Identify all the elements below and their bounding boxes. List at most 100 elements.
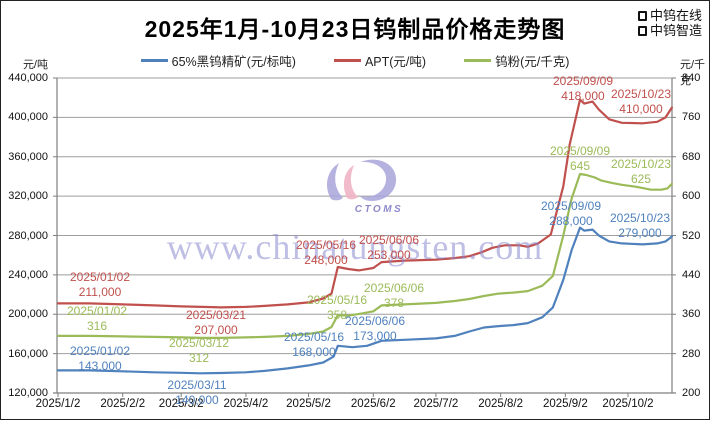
brand-line-2: 中钨智造 (637, 23, 702, 38)
annotation-value: 645 (569, 159, 591, 173)
annotation-value: 173,000 (353, 329, 397, 343)
annotation-value: 312 (188, 351, 210, 365)
right-axis-unit: 元/千克 (680, 59, 706, 87)
left-axis-label: 160,000 (8, 347, 48, 360)
annotation-2025-01-02: 2025/01/02 316 (49, 304, 145, 334)
right-axis-label: 360 (682, 308, 701, 321)
annotation-date: 2025/01/02 (66, 304, 128, 318)
right-axis-label: 840 (682, 72, 701, 84)
annotation-2025-09-09: 2025/09/09 418,000 (535, 74, 631, 104)
x-axis-label: 2025/8/2 (478, 398, 524, 410)
annotation-value: 358 (326, 308, 348, 322)
annotation-2025-06-06: 2025/06/06 173,000 (327, 314, 423, 344)
annotation-value: 168,000 (292, 345, 336, 359)
left-axis-label: 200,000 (8, 308, 48, 321)
x-axis-label: 2025/2/2 (100, 398, 146, 410)
brand-line-1: 中钨在线 (637, 8, 702, 23)
annotation-2025-09-09: 2025/09/09 645 (532, 144, 628, 174)
annotation-date: 2025/06/06 (344, 314, 406, 328)
annotation-2025-10-23: 2025/10/23 410,000 (593, 87, 689, 117)
annotation-2025-03-21: 2025/03/21 207,000 (168, 308, 264, 338)
annotation-value: 140,000 (175, 393, 219, 407)
series-line-tungsten-powder (56, 172, 674, 339)
legend-swatch-red (333, 59, 361, 62)
annotation-2025-10-23: 2025/10/23 279,000 (592, 211, 688, 241)
chart-legend: 65%黑钨精矿(元/标吨) APT(元/吨) 钨粉(元/千克) (0, 51, 710, 70)
x-axis-label: 2025/5/2 (286, 398, 331, 410)
annotation-date: 2025/10/23 (610, 87, 672, 101)
annotation-value: 253,000 (367, 248, 411, 262)
annotation-value: 378 (383, 296, 405, 310)
annotation-value: 211,000 (78, 285, 122, 299)
annotation-date: 2025/01/02 (69, 344, 131, 358)
annotation-date: 2025/10/23 (609, 211, 671, 225)
annotation-date: 2025/09/09 (549, 144, 611, 158)
brand-links: 中钨在线 中钨智造 (637, 8, 702, 38)
annotation-date: 2025/06/06 (363, 281, 425, 295)
legend-item-apt: APT(元/吨) (333, 51, 427, 70)
brand-line-2-label: 中钨智造 (649, 23, 702, 38)
left-axis-label: 240,000 (8, 268, 48, 281)
left-axis-label: 440,000 (8, 72, 48, 84)
annotation-date: 2025/05/16 (295, 238, 357, 252)
brand-logo-icon (637, 25, 647, 36)
annotation-date: 2025/10/23 (610, 157, 672, 171)
annotation-value: 143,000 (78, 359, 122, 373)
x-axis-label: 2025/3/2 (158, 398, 204, 410)
x-axis-label: 2025/9/2 (542, 398, 588, 410)
annotation-value: 316 (86, 319, 108, 333)
left-axis-label: 400,000 (8, 111, 48, 124)
annotation-2025-06-06: 2025/06/06 378 (346, 281, 442, 311)
annotation-date: 2025/09/09 (540, 199, 602, 213)
left-axis-unit: 元/吨 (22, 59, 48, 71)
annotation-date: 2025/05/16 (306, 293, 368, 307)
x-axis-label: 2025/6/2 (350, 398, 396, 410)
annotation-value: 410,000 (619, 102, 663, 116)
right-axis-label: 760 (682, 111, 701, 124)
annotation-2025-09-09: 2025/09/09 288,000 (523, 199, 619, 229)
annotation-date: 2025/03/12 (168, 336, 230, 350)
annotation-2025-05-16: 2025/05/16 168,000 (266, 330, 362, 360)
series-line-black-tungsten-ore (56, 226, 674, 375)
annotation-date: 2025/06/06 (358, 233, 420, 247)
annotation-2025-03-11: 2025/03/11 140,000 (149, 378, 245, 408)
annotation-2025-06-06: 2025/06/06 253,000 (341, 233, 437, 263)
right-axis-label: 280 (682, 347, 701, 360)
left-axis-label: 120,000 (8, 387, 48, 399)
annotation-2025-01-02: 2025/01/02 143,000 (52, 344, 148, 374)
legend-label: APT(元/吨) (364, 55, 427, 69)
series-line-apt (56, 98, 674, 309)
annotation-value: 207,000 (194, 323, 238, 337)
annotation-value: 248,000 (304, 253, 348, 267)
x-axis-label: 2025/1/2 (35, 398, 81, 410)
right-axis-label: 520 (682, 229, 701, 242)
annotation-2025-03-12: 2025/03/12 312 (151, 336, 247, 366)
annotation-2025-05-16: 2025/05/16 248,000 (278, 238, 374, 268)
annotation-value: 625 (630, 172, 652, 186)
annotation-date: 2025/09/09 (552, 74, 614, 88)
legend-label: 钨粉(元/千克) (495, 55, 570, 69)
chart-title: 2025年1月-10月23日钨制品价格走势图 (144, 16, 566, 42)
right-axis-label: 680 (682, 150, 701, 163)
legend-item-black-tungsten-ore: 65%黑钨精矿(元/标吨) (140, 51, 296, 70)
right-axis-label: 600 (682, 190, 701, 203)
annotation-2025-05-16: 2025/05/16 358 (289, 293, 385, 323)
x-axis-label: 2025/10/2 (602, 398, 654, 410)
annotation-2025-01-02: 2025/01/02 211,000 (52, 270, 148, 300)
annotation-date: 2025/03/21 (185, 308, 247, 322)
x-axis-label: 2025/7/2 (413, 398, 459, 410)
legend-swatch-olive (464, 59, 492, 62)
brand-line-1-label: 中钨在线 (649, 8, 702, 23)
legend-item-tungsten-powder: 钨粉(元/千克) (464, 51, 569, 70)
x-axis-label: 2025/4/2 (223, 398, 269, 410)
annotation-value: 279,000 (618, 226, 662, 240)
annotation-value: 288,000 (549, 214, 593, 228)
brand-logo-icon (637, 10, 647, 21)
left-axis-label: 280,000 (8, 229, 48, 242)
left-axis-label: 360,000 (8, 150, 48, 163)
right-axis-label: 200 (682, 387, 701, 399)
annotation-date: 2025/03/11 (167, 378, 227, 392)
annotation-2025-10-23: 2025/10/23 625 (593, 157, 689, 187)
left-axis-label: 320,000 (8, 190, 48, 203)
legend-label: 65%黑钨精矿(元/标吨) (171, 55, 296, 69)
